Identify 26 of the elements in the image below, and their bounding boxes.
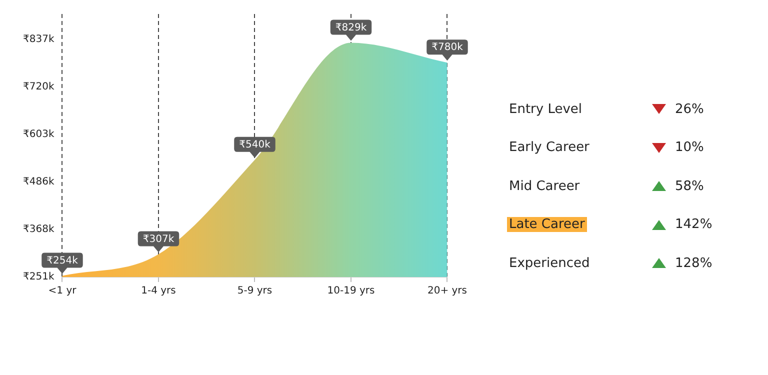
x-tick-label: <1 yr [48,286,78,297]
category-label: Entry Level [508,102,584,117]
category-label: Early Career [508,140,590,156]
y-tick-label: ₹486k [22,176,54,188]
highlight-box: Late Career [507,217,587,232]
text: 10% [675,140,704,156]
x-tick-label: 10-19 yrs [327,286,375,297]
y-tick-label: ₹251k [22,272,54,283]
data-label: ₹780k [432,42,464,54]
text: 58% [675,178,704,194]
category-label: Experienced [508,256,591,271]
data-label: ₹307k [142,234,174,245]
y-tick-label: ₹603k [22,128,54,140]
x-tick-label: 5-9 yrs [237,286,272,297]
category-label: Mid Career [508,178,581,194]
x-tick-label: 20+ yrs [427,286,468,297]
y-tick-label: ₹837k [22,34,54,46]
y-tick-label: ₹720k [22,82,54,93]
text: 128% [675,256,712,271]
data-label: ₹829k [335,22,367,34]
text: 142% [675,217,712,232]
text: 26% [675,102,704,117]
x-tick-label: 1-4 yrs [141,286,176,297]
data-label: ₹540k [239,139,271,150]
data-label: ₹254k [46,255,78,266]
y-tick-label: ₹368k [22,224,54,236]
